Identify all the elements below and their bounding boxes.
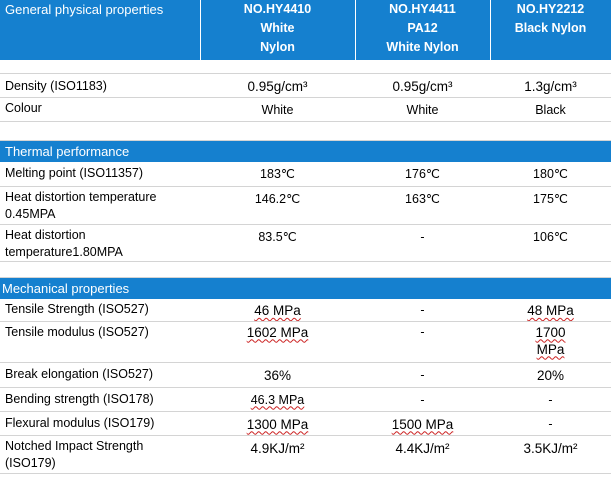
row-label: Melting point (ISO11357) (0, 162, 201, 187)
cell-value: - (355, 321, 491, 363)
table-row: Bending strength (ISO178) 46.3 MPa - - (0, 387, 611, 412)
cell-value: 146.2℃ (200, 186, 356, 225)
row-label: Flexural modulus (ISO179) (0, 411, 201, 436)
section-title-general: General physical properties (0, 0, 201, 60)
cell-value: White (355, 97, 491, 122)
product-header-1: NO.HY4410 White Nylon (200, 0, 356, 60)
table-row: Density (ISO1183) 0.95g/cm³ 0.95g/cm³ 1.… (0, 73, 611, 98)
cell-value: 180℃ (490, 162, 611, 187)
cell-value: - (490, 387, 611, 412)
row-label: Colour (0, 97, 201, 122)
row-label: Notched Impact Strength (ISO179) (0, 435, 201, 474)
product-2-line-3: White Nylon (386, 40, 459, 54)
row-label: Heat distortion temperature1.80MPA (0, 224, 201, 262)
cell-value: Black (490, 97, 611, 122)
cell-value: 3.5KJ/m² (490, 435, 611, 474)
product-1-line-2: White (260, 21, 295, 35)
product-1-line-3: Nylon (260, 40, 295, 54)
table-row: Flexural modulus (ISO179) 1300 MPa 1500 … (0, 411, 611, 436)
cell-value: 1602 MPa (200, 321, 356, 363)
cell-value: 176℃ (355, 162, 491, 187)
product-3-line-2: Black Nylon (514, 21, 587, 35)
cell-value: 183℃ (200, 162, 356, 187)
cell-value: 1300 MPa (200, 411, 356, 436)
row-label: Tensile modulus (ISO527) (0, 321, 201, 363)
cell-value: 1700 MPa (490, 321, 611, 363)
table-row: Heat distortion temperature1.80MPA 83.5℃… (0, 224, 611, 262)
product-header-3: NO.HY2212 Black Nylon (490, 0, 611, 60)
cell-value: - (355, 224, 491, 262)
table-row: Notched Impact Strength (ISO179) 4.9KJ/m… (0, 435, 611, 474)
product-2-line-1: NO.HY4411 (389, 2, 456, 16)
product-3-line-1: NO.HY2212 (516, 2, 585, 16)
cell-value: 4.4KJ/m² (355, 435, 491, 474)
row-label: Break elongation (ISO527) (0, 362, 201, 388)
cell-value: 36% (200, 362, 356, 388)
cell-value: 48 MPa (490, 299, 611, 322)
product-header-2: NO.HY4411 PA12 White Nylon (355, 0, 491, 60)
table-row: Tensile modulus (ISO527) 1602 MPa - 1700… (0, 321, 611, 363)
cell-value: 0.95g/cm³ (200, 73, 356, 98)
section-title-thermal: Thermal performance (0, 140, 611, 162)
cell-value: 1500 MPa (355, 411, 491, 436)
cell-value: 1.3g/cm³ (490, 73, 611, 98)
cell-value: White (200, 97, 356, 122)
table-row: Break elongation (ISO527) 36% - 20% (0, 362, 611, 388)
cell-value: - (355, 362, 491, 388)
cell-value: 106℃ (490, 224, 611, 262)
cell-value: 175℃ (490, 186, 611, 225)
cell-value: - (355, 387, 491, 412)
section-title-mechanical: Mechanical properties (0, 277, 611, 299)
cell-value: 0.95g/cm³ (355, 73, 491, 98)
cell-value: 20% (490, 362, 611, 388)
cell-value: 83.5℃ (200, 224, 356, 262)
table-row: Colour White White Black (0, 97, 611, 122)
table-row: Heat distortion temperature 0.45MPA 146.… (0, 186, 611, 225)
row-label: Heat distortion temperature 0.45MPA (0, 186, 201, 225)
row-label: Bending strength (ISO178) (0, 387, 201, 412)
cell-value: - (490, 411, 611, 436)
product-1-line-1: NO.HY4410 (243, 2, 312, 16)
cell-value: 4.9KJ/m² (200, 435, 356, 474)
table-row: Melting point (ISO11357) 183℃ 176℃ 180℃ (0, 162, 611, 187)
section-header-mechanical: Mechanical properties (0, 277, 611, 299)
header-row: General physical properties NO.HY4410 Wh… (0, 0, 611, 60)
table-row: Tensile Strength (ISO527) 46 MPa - 48 MP… (0, 299, 611, 322)
product-2-line-2: PA12 (407, 21, 438, 35)
row-label: Density (ISO1183) (0, 73, 201, 98)
row-label: Tensile Strength (ISO527) (0, 299, 201, 322)
section-header-thermal: Thermal performance (0, 140, 611, 162)
cell-value: 46.3 MPa (200, 387, 356, 412)
cell-value: - (355, 299, 491, 322)
cell-value: 163℃ (355, 186, 491, 225)
cell-value: 46 MPa (200, 299, 356, 322)
